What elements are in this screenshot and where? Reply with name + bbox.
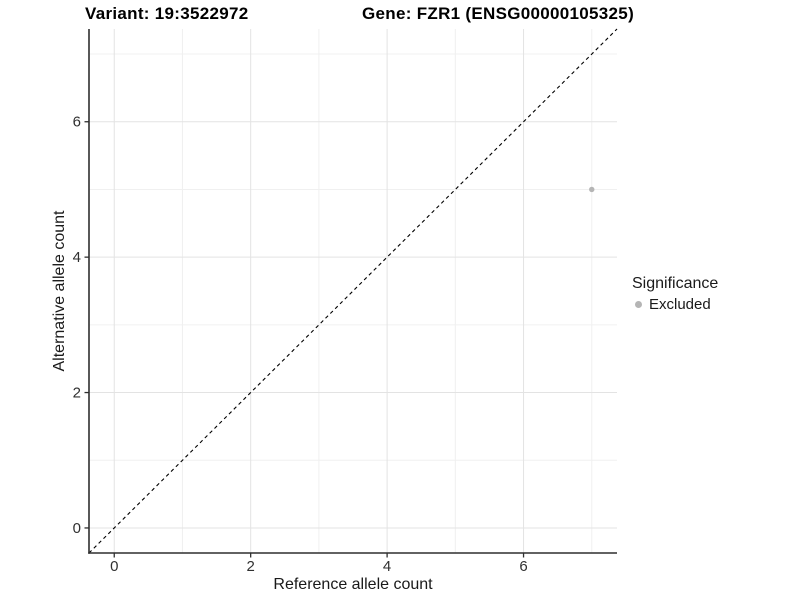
legend-key-dot-icon <box>635 301 642 308</box>
y-tick-label: 0 <box>73 520 81 537</box>
x-tick-label: 4 <box>383 558 391 575</box>
x-tick-label: 2 <box>247 558 255 575</box>
y-axis-title: Alternative allele count <box>51 210 68 372</box>
y-tick-label: 6 <box>73 114 81 131</box>
x-tick-label: 6 <box>519 558 527 575</box>
plot-title-gene: Gene: FZR1 (ENSG00000105325) <box>362 4 635 23</box>
legend-item-excluded: Excluded <box>632 296 718 313</box>
legend: Significance Excluded <box>632 275 718 313</box>
y-tick-label: 4 <box>73 249 81 266</box>
x-axis-title: Reference allele count <box>273 576 433 593</box>
identity-dashed-line <box>88 28 618 554</box>
y-tick-label: 2 <box>73 385 81 402</box>
x-tick-label: 0 <box>110 558 118 575</box>
data-point <box>589 186 595 193</box>
legend-title: Significance <box>632 275 719 292</box>
legend-item-label: Excluded <box>649 296 711 313</box>
plot-title-variant: Variant: 19:3522972 <box>85 4 249 23</box>
